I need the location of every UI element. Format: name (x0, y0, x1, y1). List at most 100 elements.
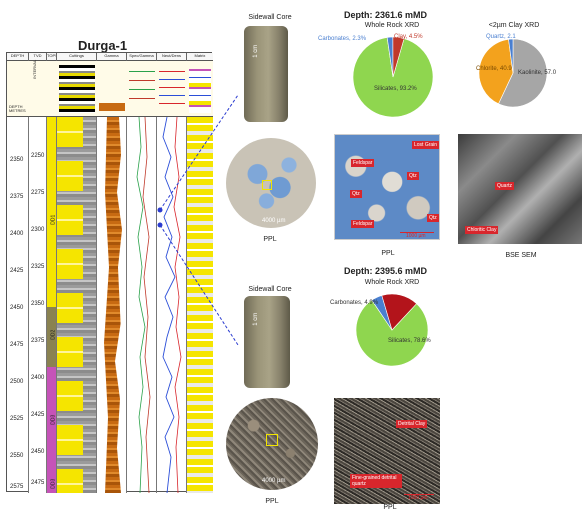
sample1-label-qtz-right: Qtz (427, 214, 439, 222)
sample2-xrd-label-carb: Carbonates, 4.9% (330, 300, 379, 306)
md-tick-2350: 2350 (10, 157, 24, 163)
sample1-xrd-label-carb: Carbonates, 2.3% (318, 36, 367, 42)
tvd-tick-2425: 2425 (31, 412, 45, 418)
md-tick-2450: 2450 (10, 305, 24, 311)
sample1-label-qtz-left: Qtz (350, 190, 362, 198)
legend-matrix-box (189, 69, 211, 113)
tvd-tick-2475: 2475 (31, 480, 45, 486)
sample1-thin-scale: 1000 µm (406, 233, 426, 239)
sample1-xrd-title: Whole Rock XRD (364, 22, 420, 29)
cuttings-track (57, 117, 97, 493)
header-depth: DEPTH (7, 53, 29, 61)
well-log-panel: DEPTH TVD TOPS Cuttings Gamma Spec/Gamma… (6, 52, 213, 493)
sample1-sem-photo (458, 134, 582, 244)
md-tick-2500: 2500 (10, 379, 24, 385)
sample1-clay-slice-1 (478, 38, 514, 105)
sample1-core-scale: 1 cm (253, 44, 260, 58)
zone-label-1: DD1 (50, 214, 57, 225)
sample2-xrd-slice-0 (355, 299, 429, 367)
tops-track: DD1 DD2 DD3 DD3 (47, 117, 57, 493)
zone-dd1-fill (47, 117, 56, 307)
sample1-clay-slice-0 (498, 38, 548, 108)
legend-cuttings-bars (59, 65, 95, 113)
sample2-ppl-highlight (266, 434, 278, 446)
sample1-clay-label-qtz: Quartz, 2.1 (486, 34, 516, 40)
matrix-track (187, 117, 213, 493)
sample1-ppl-scale: 4000 µm (262, 218, 286, 224)
sample2-xrd-label-sil: Silicates, 78.6% (388, 338, 431, 344)
sample1-clay-label-chl: Chlorite, 40.9 (476, 66, 512, 72)
gamma-track (97, 117, 127, 493)
sample2-ppl-caption: PPL (265, 498, 279, 505)
header-tvd: TVD (29, 53, 47, 61)
sample1-core-label: Sidewall Core (248, 14, 292, 21)
sample1-xrd-label-clay: Clay, 4.5% (394, 34, 423, 40)
log-header: DEPTH TVD TOPS Cuttings Gamma Spec/Gamma… (7, 53, 213, 61)
zone-label-3: DD3 (50, 414, 57, 425)
sample1-depth-title: Depth: 2361.6 mMD (344, 10, 428, 20)
md-tick-2550: 2550 (10, 453, 24, 459)
header-cuttings: Cuttings (57, 53, 97, 61)
depth-unit-label: DEPTH METRES (9, 104, 26, 114)
zone-dd2-fill (47, 307, 56, 367)
sample2-core-scale: 1 cm (253, 312, 260, 326)
sample1-xrd-slice-2 (392, 36, 405, 78)
md-tick-2475: 2475 (10, 342, 24, 348)
sample1-ppl-highlight (262, 180, 272, 190)
tvd-tick-2275: 2275 (31, 190, 45, 196)
zone-label-4: DD3 (50, 478, 57, 489)
sample1-label-quartz-sem: Quartz (495, 182, 515, 190)
tvd-tick-2400: 2400 (31, 375, 45, 381)
depth-track (7, 117, 29, 493)
sample1-thin-caption: PPL (381, 250, 395, 257)
md-tick-2375: 2375 (10, 194, 24, 200)
sample1-clay-label-kao: Kaolinite, 57.0 (518, 70, 557, 76)
zone-dd3b-fill (47, 477, 56, 493)
sample2-label-detrital-clay: Detrital Clay (396, 420, 428, 428)
tvd-track (29, 117, 47, 493)
sample2-thin-scale: 1000 µm (408, 495, 428, 501)
header-neutron: Neut/Dens (157, 53, 187, 61)
legend-spectral-lines (129, 71, 155, 107)
sample1-thin-scale-bar (400, 232, 434, 233)
md-tick-2400: 2400 (10, 231, 24, 237)
zone-dd3-fill (47, 367, 56, 477)
header-gamma: Gamma (97, 53, 127, 61)
spectral-track (127, 117, 157, 493)
sample2-depth-title: Depth: 2395.6 mMD (344, 266, 428, 276)
sample2-xrd-slice-2 (381, 293, 417, 331)
md-tick-2425: 2425 (10, 268, 24, 274)
sample2-ppl-scale: 4000 µm (262, 478, 286, 484)
sample2-xrd-pie (355, 293, 429, 367)
sample1-label-qtz-mid: Qtz (407, 172, 419, 180)
sample1-sem-caption: BSE SEM (505, 252, 537, 259)
md-tick-2525: 2525 (10, 416, 24, 422)
tvd-tick-2350: 2350 (31, 301, 45, 307)
sample2-core-label: Sidewall Core (248, 286, 292, 293)
cuttings-sand-fill (57, 117, 83, 493)
sample2-sidewall-core-photo (244, 296, 290, 388)
sample2-thin-section-photo (334, 398, 440, 504)
tvd-tick-2300: 2300 (31, 227, 45, 233)
header-spectral: Spec/Gamma (127, 53, 157, 61)
sample2-ppl-photo (226, 398, 318, 490)
sample1-xrd-pie (352, 36, 434, 118)
sample1-xrd-label-sil: Silicates, 93.2% (374, 86, 417, 92)
sample1-thin-section-photo (334, 134, 440, 240)
sample1-ppl-caption: PPL (263, 236, 277, 243)
legend-neutron-lines (159, 71, 185, 107)
sample1-clay-title: <2µm Clay XRD (488, 22, 540, 29)
sample1-xrd-slice-0 (352, 37, 434, 118)
log-legend-zone: DEPTH METRES INTERVAL (7, 60, 213, 117)
tvd-tick-2450: 2450 (31, 449, 45, 455)
zone-label-2: DD2 (50, 329, 57, 340)
sample2-label-fine-quartz: Fine-grained detrital quartz (350, 474, 402, 488)
log-title: Durga-1 (78, 38, 128, 53)
sample2-thin-caption: PPL (383, 504, 397, 511)
tvd-tick-2325: 2325 (31, 264, 45, 270)
sample2-xrd-title: Whole Rock XRD (364, 279, 420, 286)
sample1-clay-pie (478, 38, 548, 108)
sample1-label-feldspar-bottom: Feldspar (351, 220, 375, 228)
spectral-curves (136, 117, 151, 493)
neutron-curves (162, 117, 182, 493)
